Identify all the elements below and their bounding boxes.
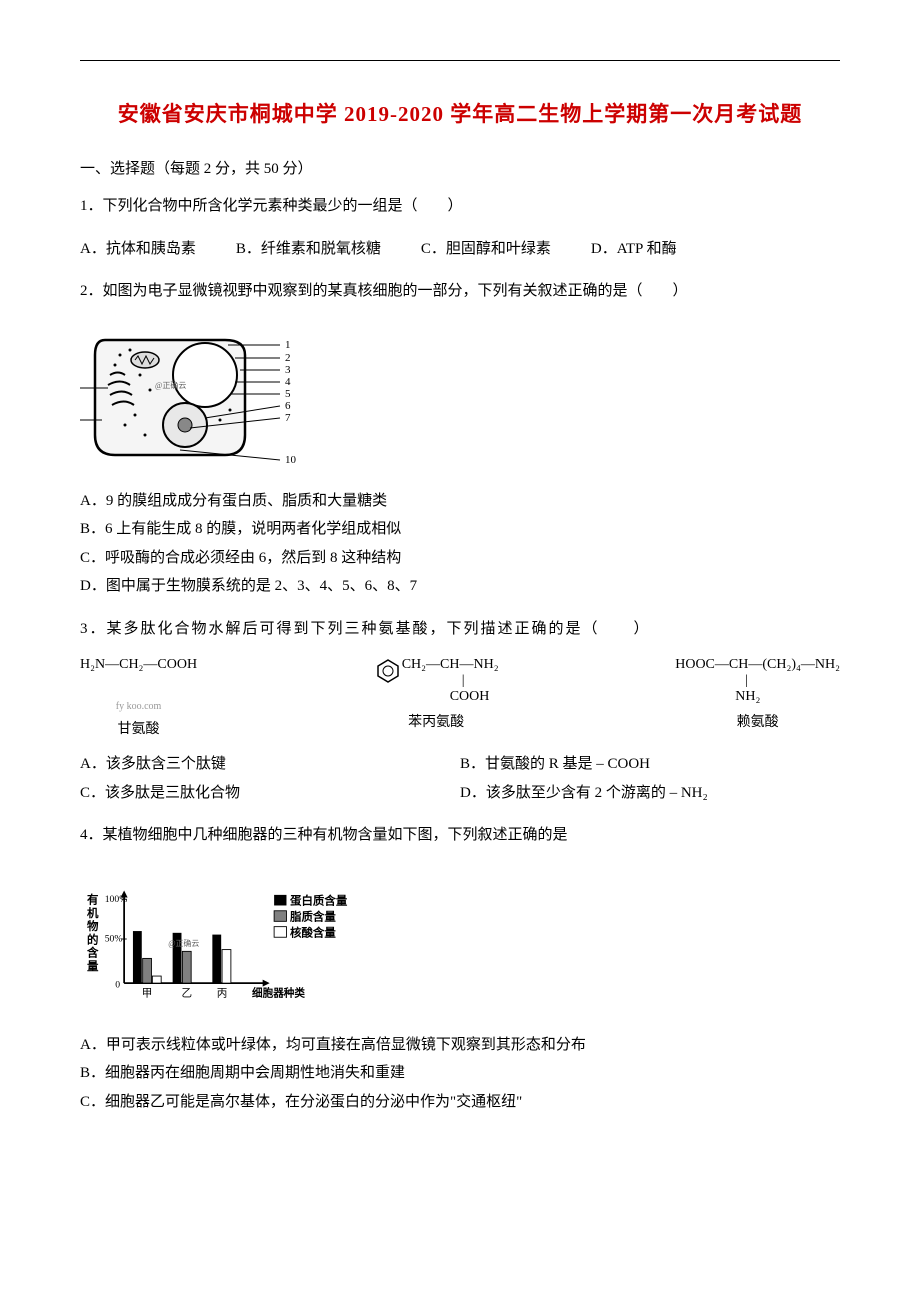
- svg-text:的: 的: [87, 932, 98, 946]
- question-2-options: A．9 的膜组成成分有蛋白质、脂质和大量糖类 B．6 上有能生成 8 的膜，说明…: [80, 487, 840, 601]
- svg-text:丙: 丙: [217, 988, 228, 999]
- svg-text:5: 5: [285, 388, 291, 400]
- q4-optB: B．细胞器丙在细胞周期中会周期性地消失和重建: [80, 1059, 840, 1088]
- svg-text:乙: 乙: [181, 987, 192, 999]
- watermark-text: fy koo.com: [80, 701, 197, 712]
- question-1-options: A．抗体和胰岛素 B．纤维素和脱氧核糖 C．胆固醇和叶绿素 D．ATP 和酶: [80, 235, 840, 264]
- q2-optC: C．呼吸酶的合成必须经由 6，然后到 8 这种结构: [80, 544, 840, 573]
- lys-formula-bottom: NH₂: [675, 689, 840, 705]
- svg-text:4: 4: [285, 376, 291, 388]
- organelle-bar-chart: 有 机 物 的 含 量 100% 50% 0 甲 乙: [80, 864, 380, 1014]
- svg-text:7: 7: [285, 412, 291, 424]
- q2-optA: A．9 的膜组成成分有蛋白质、脂质和大量糖类: [80, 487, 840, 516]
- svg-text:蛋白质含量: 蛋白质含量: [290, 893, 348, 907]
- amino-phenylalanine: CH₂—CH—NH₂ | COOH 苯丙氨酸: [374, 657, 499, 738]
- q1-optB: B．纤维素和脱氧核糖: [236, 235, 381, 264]
- q1-optD: D．ATP 和酶: [591, 235, 677, 264]
- question-4-options: A．甲可表示线粒体或叶绿体，均可直接在高倍显微镜下观察到其形态和分布 B．细胞器…: [80, 1031, 840, 1117]
- amino-lysine: HOOC—CH—(CH₂)₄—NH₂ | NH₂ 赖氨酸: [675, 657, 840, 738]
- phe-formula-bottom: COOH: [402, 689, 499, 705]
- benzene-ring-icon: [374, 657, 402, 685]
- svg-text:量: 量: [87, 959, 99, 973]
- svg-text:0: 0: [115, 979, 120, 990]
- phe-formula-top: CH₂—CH—NH₂: [402, 657, 499, 673]
- chart-watermark: @正确云: [168, 938, 199, 948]
- question-2-text: 2．如图为电子显微镜视野中观察到的某真核细胞的一部分，下列有关叙述正确的是（ ）: [80, 277, 840, 306]
- svg-text:2: 2: [285, 352, 291, 364]
- q1-optC: C．胆固醇和叶绿素: [421, 235, 551, 264]
- q4-optA: A．甲可表示线粒体或叶绿体，均可直接在高倍显微镜下观察到其形态和分布: [80, 1031, 840, 1060]
- svg-text:核酸含量: 核酸含量: [290, 925, 336, 939]
- svg-text:机: 机: [87, 906, 99, 920]
- svg-text:50%: 50%: [105, 933, 123, 944]
- cell-diagram-icon: @正确云 1 2 3 4 5 6 7 8 9 10: [80, 320, 300, 470]
- svg-text:物: 物: [87, 919, 99, 933]
- phe-label: 苯丙氨酸: [374, 711, 499, 731]
- svg-text:1: 1: [285, 339, 291, 351]
- header-line: [80, 60, 840, 61]
- q3-optD: D．该多肽至少含有 2 个游离的 – NH₂: [460, 779, 840, 808]
- q4-optC: C．细胞器乙可能是高尔基体，在分泌蛋白的分泌中作为"交通枢纽": [80, 1088, 840, 1117]
- lys-label: 赖氨酸: [675, 711, 840, 731]
- svg-text:10: 10: [285, 454, 297, 466]
- q2-optB: B．6 上有能生成 8 的膜，说明两者化学组成相似: [80, 515, 840, 544]
- chart-ylabel-char1: 有: [87, 892, 98, 906]
- glycine-formula: H₂N—CH₂—COOH: [80, 657, 197, 673]
- cell-diagram-figure: @正确云 1 2 3 4 5 6 7 8 9 10: [80, 320, 840, 475]
- glycine-label: 甘氨酸: [80, 718, 197, 738]
- amino-glycine: H₂N—CH₂—COOH fy koo.com 甘氨酸: [80, 657, 197, 738]
- q3-optA: A．该多肽含三个肽键: [80, 750, 460, 779]
- question-3-text: 3．某多肽化合物水解后可得到下列三种氨基酸，下列描述正确的是（ ）: [80, 615, 840, 644]
- q2-optD: D．图中属于生物膜系统的是 2、3、4、5、6、8、7: [80, 572, 840, 601]
- exam-title: 安徽省安庆市桐城中学 2019-2020 学年高二生物上学期第一次月考试题: [80, 91, 840, 137]
- svg-text:甲: 甲: [142, 988, 153, 999]
- q3-optB: B．甘氨酸的 R 基是 – COOH: [460, 750, 840, 779]
- question-4-text: 4．某植物细胞中几种细胞器的三种有机物含量如下图，下列叙述正确的是: [80, 821, 840, 850]
- diagram-watermark: @正确云: [155, 380, 186, 390]
- amino-acid-structures: H₂N—CH₂—COOH fy koo.com 甘氨酸 CH₂—CH—NH₂ |…: [80, 657, 840, 738]
- q3-optC: C．该多肽是三肽化合物: [80, 779, 460, 808]
- bar-chart-figure: 有 机 物 的 含 量 100% 50% 0 甲 乙: [80, 864, 840, 1019]
- section-header: 一、选择题（每题 2 分，共 50 分）: [80, 157, 840, 178]
- svg-text:6: 6: [285, 400, 291, 412]
- question-1-text: 1．下列化合物中所含化学元素种类最少的一组是（ ）: [80, 192, 840, 221]
- svg-text:脂质含量: 脂质含量: [289, 909, 336, 923]
- q1-optA: A．抗体和胰岛素: [80, 235, 196, 264]
- svg-text:细胞器种类: 细胞器种类: [252, 986, 305, 999]
- question-3-options: A．该多肽含三个肽键 C．该多肽是三肽化合物 B．甘氨酸的 R 基是 – COO…: [80, 750, 840, 807]
- svg-text:含: 含: [86, 945, 99, 959]
- lys-formula-top: HOOC—CH—(CH₂)₄—NH₂: [675, 657, 840, 673]
- svg-text:3: 3: [285, 364, 291, 376]
